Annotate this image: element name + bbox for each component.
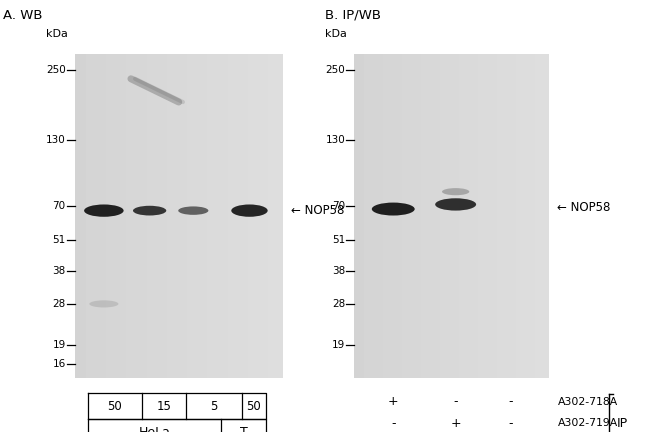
Text: ← NOP58: ← NOP58	[291, 204, 344, 217]
Text: 250: 250	[326, 65, 345, 75]
Text: 19: 19	[53, 340, 66, 350]
Text: 70: 70	[332, 201, 345, 211]
Text: 16: 16	[53, 359, 66, 369]
Text: IP: IP	[617, 417, 628, 430]
Text: A. WB: A. WB	[3, 9, 43, 22]
Text: +: +	[388, 395, 398, 408]
Text: 51: 51	[332, 235, 345, 245]
Text: -: -	[391, 417, 395, 430]
Text: 38: 38	[332, 266, 345, 276]
Text: -: -	[454, 395, 458, 408]
Text: 51: 51	[53, 235, 66, 245]
Text: 130: 130	[326, 135, 345, 145]
Text: HeLa: HeLa	[138, 426, 170, 432]
Ellipse shape	[442, 188, 469, 195]
Text: 50: 50	[107, 400, 122, 413]
Ellipse shape	[178, 206, 209, 215]
Text: 28: 28	[332, 299, 345, 309]
Ellipse shape	[133, 206, 166, 216]
Text: 38: 38	[53, 266, 66, 276]
Text: ← NOP58: ← NOP58	[557, 201, 610, 214]
Text: kDa: kDa	[325, 29, 347, 39]
Text: +: +	[450, 417, 461, 430]
Ellipse shape	[372, 203, 415, 216]
Text: T: T	[240, 426, 248, 432]
Text: kDa: kDa	[46, 29, 68, 39]
Text: -: -	[508, 395, 512, 408]
Text: A302-719A: A302-719A	[558, 418, 618, 429]
Text: 50: 50	[246, 400, 261, 413]
Text: -: -	[508, 417, 512, 430]
Text: 250: 250	[46, 65, 66, 75]
Text: 70: 70	[53, 201, 66, 211]
Ellipse shape	[89, 300, 118, 308]
Ellipse shape	[84, 204, 124, 217]
Text: 19: 19	[332, 340, 345, 350]
Ellipse shape	[436, 198, 476, 210]
Text: 28: 28	[53, 299, 66, 309]
Text: 130: 130	[46, 135, 66, 145]
Text: 5: 5	[210, 400, 217, 413]
Text: B. IP/WB: B. IP/WB	[325, 9, 381, 22]
Text: A302-718A: A302-718A	[558, 397, 618, 407]
Text: 15: 15	[156, 400, 171, 413]
Ellipse shape	[231, 204, 268, 217]
